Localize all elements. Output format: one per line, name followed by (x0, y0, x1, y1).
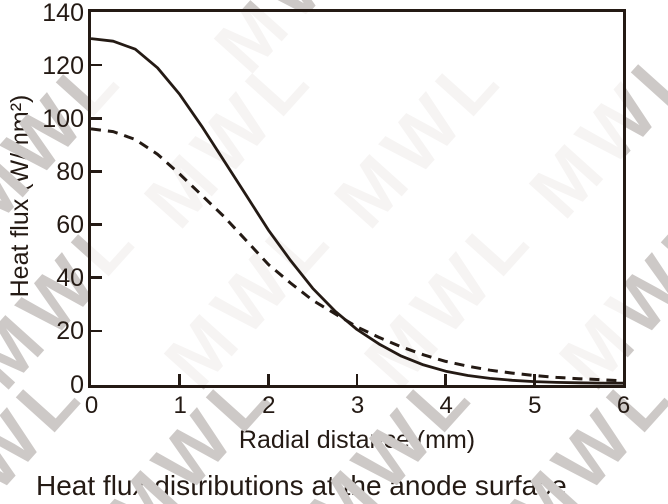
y-tick-label: 20 (56, 317, 84, 346)
y-tick-mark (91, 63, 102, 67)
x-tick-mark (355, 374, 359, 385)
x-tick-label: 1 (173, 392, 187, 419)
figure-caption: Heat flux distributions at the anode sur… (36, 470, 567, 501)
y-tick-mark (91, 170, 102, 173)
x-tick-label: 0 (84, 392, 99, 419)
plot-inner: MWLMWLMWLMWLMWLMWLMWLMWLMWL (91, 12, 623, 385)
y-tick-mark (91, 329, 102, 333)
plot-area: MWLMWLMWLMWLMWLMWLMWLMWLMWL (88, 9, 626, 388)
x-tick-mark (533, 374, 536, 385)
x-tick-label: 5 (528, 392, 542, 419)
curves-svg (91, 37, 623, 385)
dashed-curve (91, 127, 623, 383)
x-tick-mark (444, 374, 447, 385)
x-tick-label: 3 (350, 392, 365, 419)
y-tick-label: 60 (56, 211, 84, 240)
y-tick-mark (91, 276, 102, 279)
y-tick-label: 140 (42, 0, 84, 27)
y-tick-mark (91, 117, 102, 120)
y-tick-label: 100 (42, 104, 84, 133)
x-axis-title: Radial distance (mm) (238, 426, 476, 454)
x-tick-label: 6 (616, 392, 631, 419)
y-tick-label: 0 (70, 370, 84, 399)
x-tick-mark (178, 374, 181, 385)
solid-curve (91, 37, 623, 385)
y-tick-label: 40 (56, 264, 84, 293)
x-tick-mark (267, 374, 270, 385)
y-tick-label: 80 (56, 157, 84, 186)
y-tick-mark (91, 223, 102, 226)
x-tick-label: 2 (262, 392, 276, 419)
y-tick-label: 120 (42, 51, 84, 80)
x-tick-label: 4 (439, 392, 453, 419)
